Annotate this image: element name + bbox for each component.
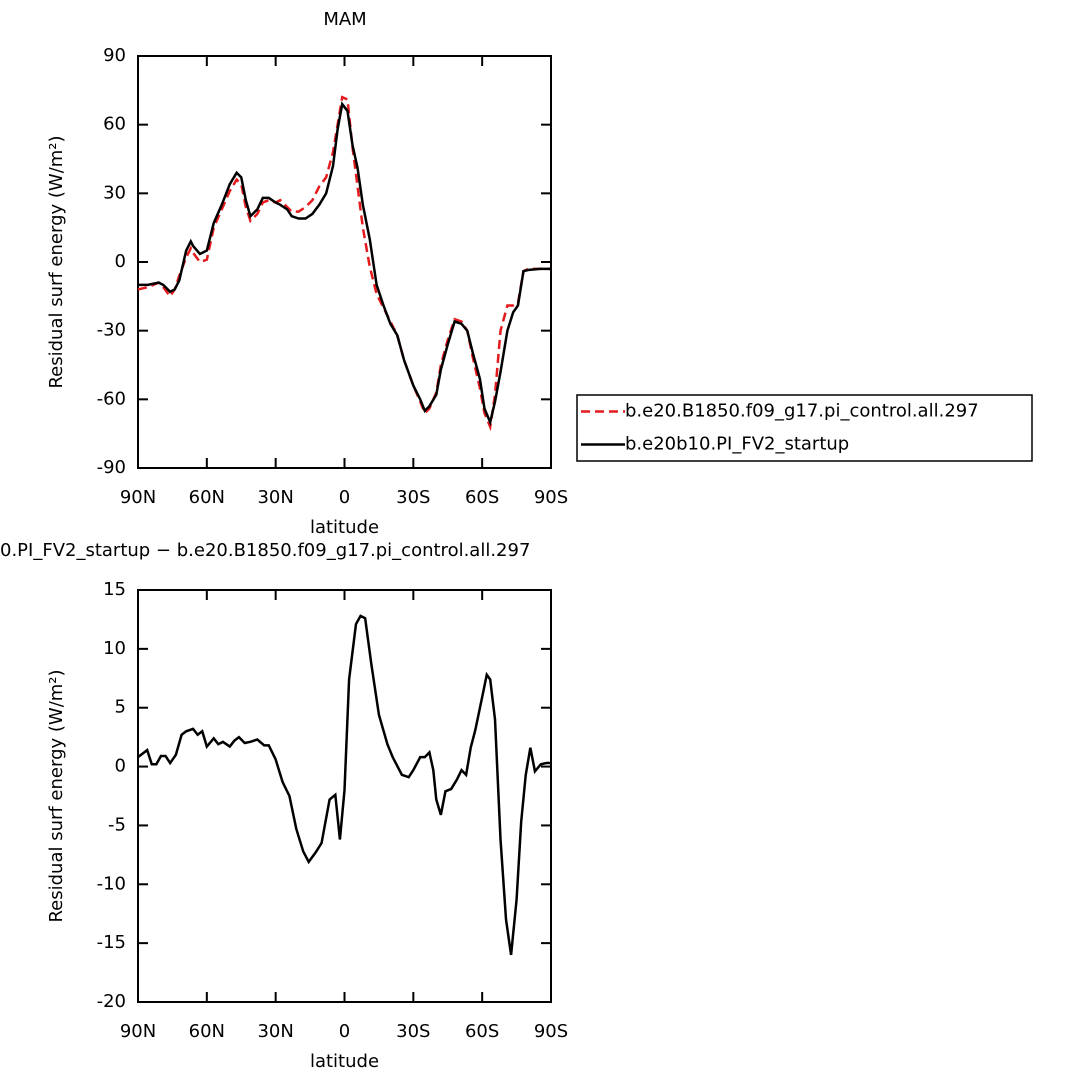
x-axis-label: latitude: [310, 1051, 379, 1072]
chart-title: MAM: [323, 9, 366, 30]
plot-frame: [137, 55, 552, 469]
y-tick-label: 60: [103, 114, 126, 135]
x-tick-label: 90N: [120, 1021, 156, 1042]
y-tick-label: -90: [97, 457, 126, 478]
x-tick-label: 90S: [534, 487, 568, 508]
x-tick-label: 30S: [396, 1021, 430, 1042]
y-tick-label: 0: [115, 756, 126, 777]
x-tick-label: 60N: [189, 1021, 225, 1042]
y-tick-label: -30: [97, 320, 126, 341]
y-axis-label: Residual surf energy (W/m²): [46, 669, 67, 922]
y-tick-label: -15: [97, 932, 126, 953]
legend-label: b.e20b10.PI_FV2_startup: [625, 434, 849, 455]
y-tick-label: 30: [103, 182, 126, 203]
x-tick-label: 30S: [396, 487, 430, 508]
x-tick-label: 90N: [120, 487, 156, 508]
y-axis-label: Residual surf energy (W/m²): [46, 135, 67, 388]
y-tick-label: 0: [115, 251, 126, 272]
x-tick-label: 60S: [465, 1021, 499, 1042]
x-tick-label: 60N: [189, 487, 225, 508]
y-tick-label: -20: [97, 991, 126, 1012]
y-tick-label: 90: [103, 45, 126, 66]
data-line: [137, 95, 551, 432]
x-tick-label: 30N: [257, 487, 293, 508]
y-tick-label: -10: [97, 873, 126, 894]
data-line: [138, 101, 551, 427]
x-tick-label: 90S: [534, 1021, 568, 1042]
y-tick-label: -5: [108, 814, 126, 835]
chart-title: 0.PI_FV2_startup − b.e20.B1850.f09_g17.p…: [0, 540, 530, 561]
y-tick-label: 10: [103, 638, 126, 659]
y-tick-label: 5: [115, 697, 126, 718]
legend-label: b.e20.B1850.f09_g17.pi_control.all.297: [625, 401, 979, 422]
data-line: [137, 614, 551, 956]
y-tick-label: -60: [97, 388, 126, 409]
x-tick-label: 0: [339, 1021, 350, 1042]
y-tick-label: 15: [103, 579, 126, 600]
x-tick-label: 60S: [465, 487, 499, 508]
x-tick-label: 0: [339, 487, 350, 508]
x-axis-label: latitude: [310, 517, 379, 538]
x-tick-label: 30N: [257, 1021, 293, 1042]
legend-box: [576, 394, 1033, 462]
